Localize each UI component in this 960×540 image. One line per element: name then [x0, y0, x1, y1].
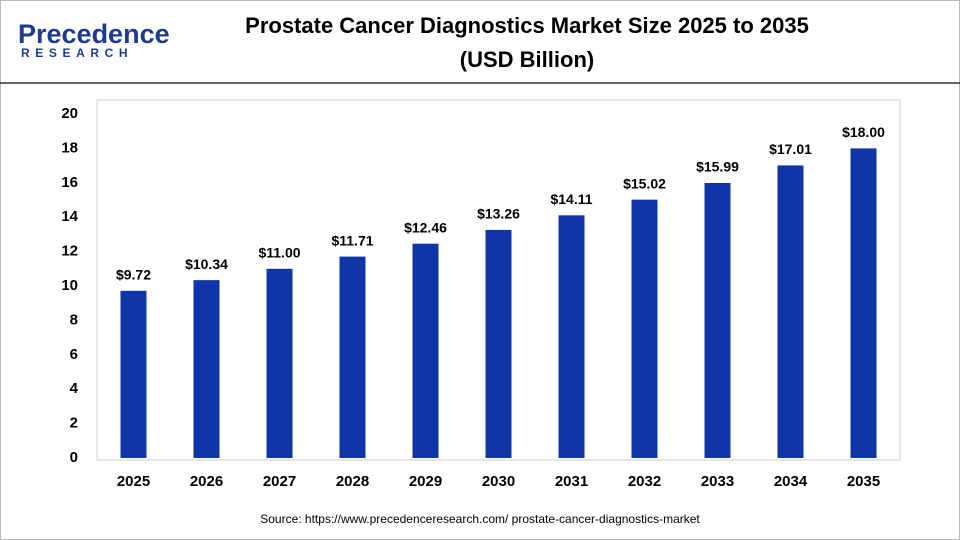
- value-label: $14.11: [550, 191, 592, 207]
- bar: [850, 148, 877, 458]
- plot-frame: [96, 99, 901, 461]
- x-tick-label: 2034: [774, 473, 808, 490]
- value-label: $17.01: [769, 141, 812, 157]
- value-label: $11.00: [258, 245, 300, 261]
- bar: [777, 165, 804, 459]
- bar: [339, 256, 366, 458]
- value-label: $9.72: [116, 267, 151, 283]
- value-label: $15.02: [623, 175, 666, 191]
- y-tick-label: 20: [61, 105, 78, 122]
- bar: [485, 229, 512, 458]
- x-tick-label: 2035: [847, 473, 880, 490]
- value-label: $18.00: [842, 124, 885, 140]
- y-tick-label: 6: [70, 346, 78, 363]
- x-tick-label: 2029: [409, 473, 442, 490]
- value-label: $12.46: [404, 219, 447, 235]
- source: Source: https://www.precedenceresearch.c…: [260, 512, 700, 526]
- value-label: $11.71: [331, 232, 373, 248]
- x-tick-label: 2031: [555, 473, 588, 490]
- value-label: $15.99: [696, 159, 739, 175]
- y-tick-label: 10: [61, 277, 78, 294]
- x-tick-label: 2028: [336, 473, 369, 490]
- y-tick-label: 0: [70, 449, 78, 466]
- x-tick-label: 2030: [482, 473, 515, 490]
- y-tick-label: 14: [61, 208, 78, 225]
- y-tick-label: 4: [70, 380, 79, 397]
- bar: [412, 243, 439, 458]
- value-label: $10.34: [185, 256, 228, 272]
- bar: [631, 199, 658, 458]
- y-tick-label: 12: [61, 243, 78, 260]
- chart-subtitle: (USD Billion): [460, 47, 594, 72]
- bar: [193, 280, 220, 458]
- bar: [704, 182, 731, 459]
- logo: Precedence RESEARCH: [18, 19, 170, 60]
- y-tick-label: 18: [61, 139, 78, 156]
- x-tick-label: 2027: [263, 473, 296, 490]
- value-label: $13.26: [477, 206, 520, 222]
- chart-title: Prostate Cancer Diagnostics Market Size …: [245, 13, 809, 38]
- y-tick-label: 2: [70, 415, 78, 432]
- x-tick-label: 2026: [190, 473, 223, 490]
- bar: [266, 268, 293, 458]
- y-tick-label: 16: [61, 174, 78, 191]
- logo-tagline: RESEARCH: [21, 46, 133, 60]
- y-tick-label: 8: [70, 311, 78, 328]
- x-tick-label: 2025: [117, 473, 150, 490]
- bar: [558, 215, 585, 458]
- x-tick-label: 2033: [701, 473, 734, 490]
- logo-name: Precedence: [18, 19, 170, 49]
- bar: [120, 290, 147, 458]
- x-tick-label: 2032: [628, 473, 661, 490]
